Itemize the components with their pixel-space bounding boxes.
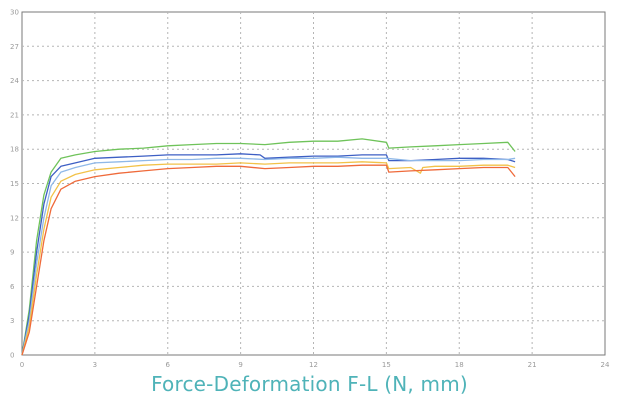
- y-tick-label: 6: [10, 283, 15, 291]
- series-line-1: [21, 138, 516, 356]
- x-tick-label: 24: [601, 361, 610, 369]
- x-tick-label: 15: [382, 361, 391, 369]
- grid-lines: [22, 12, 605, 355]
- y-tick-label: 21: [10, 111, 19, 119]
- x-tick-label: 0: [20, 361, 24, 369]
- y-tick-labels: 0 3 6 9 12 15 18 21 24 27 30: [10, 9, 19, 360]
- y-tick-label: 24: [10, 77, 19, 85]
- y-tick-label: 9: [10, 249, 14, 257]
- x-tick-label: 6: [166, 361, 171, 369]
- series-line-4: [21, 161, 516, 356]
- y-tick-label: 15: [10, 180, 19, 188]
- x-tick-label: 12: [309, 361, 318, 369]
- force-deformation-chart: 0 3 6 9 12 15 18 21 24 0 3 6 9 12 15 18 21 24 27 30: [10, 9, 610, 370]
- x-tick-label: 3: [93, 361, 97, 369]
- series-line-5: [21, 164, 516, 356]
- x-tick-label: 21: [528, 361, 537, 369]
- y-tick-label: 3: [10, 317, 14, 325]
- series-line-3: [21, 156, 516, 356]
- y-tick-label: 30: [10, 9, 19, 17]
- y-tick-label: 27: [10, 43, 19, 51]
- y-tick-label: 0: [10, 352, 14, 360]
- y-tick-label: 12: [10, 214, 19, 222]
- x-tick-label: 9: [238, 361, 242, 369]
- x-tick-labels: 0 3 6 9 12 15 18 21 24: [20, 361, 610, 369]
- chart-caption: Force-Deformation F-L (N, mm): [151, 372, 468, 396]
- y-tick-label: 18: [10, 146, 19, 154]
- series-lines: [21, 138, 516, 356]
- x-tick-label: 18: [455, 361, 464, 369]
